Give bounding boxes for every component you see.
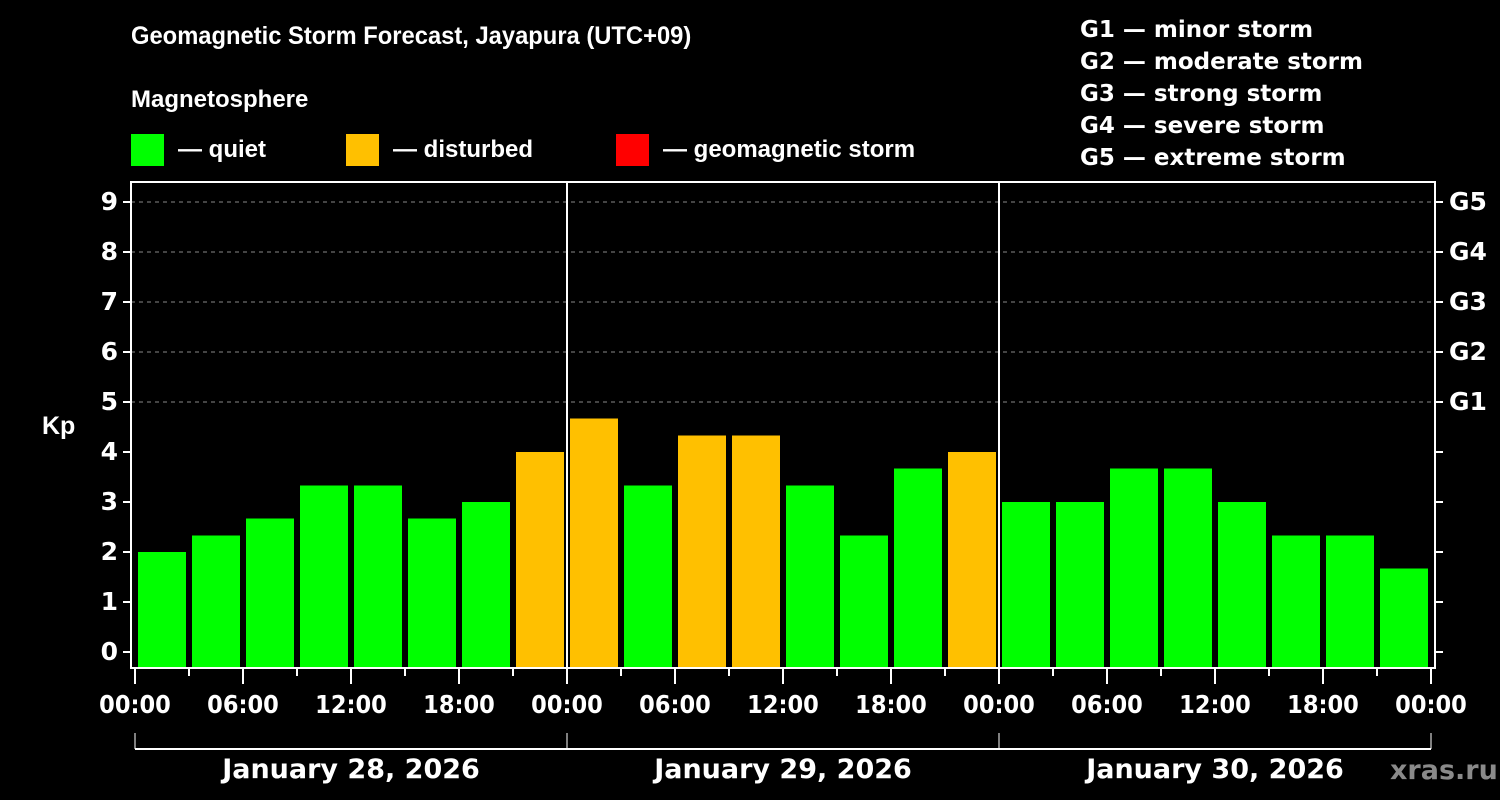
g-tick-label: G1: [1449, 387, 1487, 416]
g-tick-label: G5: [1449, 187, 1487, 216]
storm-scale-item: G1 — minor storm: [1080, 17, 1314, 43]
legend-label: — geomagnetic storm: [663, 136, 916, 163]
x-tick-label: 06:00: [639, 690, 711, 719]
kp-bar: [840, 535, 888, 667]
legend-label: — disturbed: [393, 136, 534, 163]
kp-bar: [246, 518, 294, 667]
legend-item-storm: — geomagnetic storm: [616, 134, 915, 166]
kp-bar: [408, 518, 456, 667]
storm-scale-item: G2 — moderate storm: [1080, 49, 1363, 75]
legend-item-disturbed: — disturbed: [346, 134, 533, 166]
y-tick-label: 1: [100, 587, 118, 616]
chart-title: Geomagnetic Storm Forecast, Jayapura (UT…: [131, 22, 692, 50]
kp-bar: [570, 418, 618, 667]
x-tick-label: 06:00: [207, 690, 279, 719]
date-label: January 28, 2026: [222, 754, 480, 785]
kp-bar: [894, 468, 942, 667]
y-axis-label: Kp: [42, 412, 76, 440]
kp-bar: [138, 552, 186, 667]
kp-bar: [948, 452, 996, 667]
x-tick-label: 12:00: [1179, 690, 1251, 719]
kp-bar: [354, 485, 402, 667]
y-tick-label: 9: [100, 187, 118, 216]
kp-bar: [300, 485, 348, 667]
g-tick-label: G3: [1449, 287, 1487, 316]
y-tick-label: 4: [100, 437, 118, 466]
g-tick-label: G4: [1449, 237, 1487, 266]
kp-bar: [1056, 502, 1104, 667]
kp-bar: [516, 452, 564, 667]
legend-label: — quiet: [178, 136, 266, 163]
kp-bar: [1110, 468, 1158, 667]
kp-bar: [1326, 535, 1374, 667]
date-label: January 29, 2026: [654, 754, 912, 785]
x-tick-label: 12:00: [315, 690, 387, 719]
y-tick-label: 5: [100, 387, 118, 416]
y-tick-label: 8: [100, 237, 118, 266]
x-tick-label: 00:00: [963, 690, 1035, 719]
kp-bar: [462, 502, 510, 667]
legend-subtitle: Magnetosphere: [131, 86, 309, 113]
x-tick-label: 18:00: [855, 690, 927, 719]
y-tick-label: 6: [100, 337, 118, 366]
x-tick-label: 00:00: [1395, 690, 1467, 719]
x-tick-label: 18:00: [423, 690, 495, 719]
storm-scale-item: G3 — strong storm: [1080, 81, 1323, 107]
kp-bar: [624, 485, 672, 667]
kp-bar: [192, 535, 240, 667]
g-tick-label: G2: [1449, 337, 1487, 366]
storm-scale-item: G5 — extreme storm: [1080, 145, 1346, 171]
x-tick-label: 18:00: [1287, 690, 1359, 719]
kp-bar: [1002, 502, 1050, 667]
kp-bar: [1164, 468, 1212, 667]
kp-bar: [678, 435, 726, 667]
kp-bar: [1272, 535, 1320, 667]
x-tick-label: 06:00: [1071, 690, 1143, 719]
storm-scale-legend: G1 — minor storm G2 — moderate storm G3 …: [1080, 14, 1363, 174]
kp-bar: [786, 485, 834, 667]
x-tick-label: 12:00: [747, 690, 819, 719]
date-label: January 30, 2026: [1086, 754, 1344, 785]
y-tick-label: 2: [100, 537, 118, 566]
legend-swatch-quiet: [131, 134, 164, 166]
y-tick-label: 7: [100, 287, 118, 316]
storm-scale-item: G4 — severe storm: [1080, 113, 1325, 139]
kp-bar: [732, 435, 780, 667]
watermark: xras.ru: [1390, 755, 1498, 786]
legend-swatch-storm: [616, 134, 649, 166]
kp-bar: [1380, 568, 1428, 667]
x-tick-label: 00:00: [99, 690, 171, 719]
kp-bar: [1218, 502, 1266, 667]
y-tick-label: 0: [100, 637, 118, 666]
legend-item-quiet: — quiet: [131, 134, 266, 166]
legend-swatch-disturbed: [346, 134, 379, 166]
y-tick-label: 3: [100, 487, 118, 516]
x-tick-label: 00:00: [531, 690, 603, 719]
